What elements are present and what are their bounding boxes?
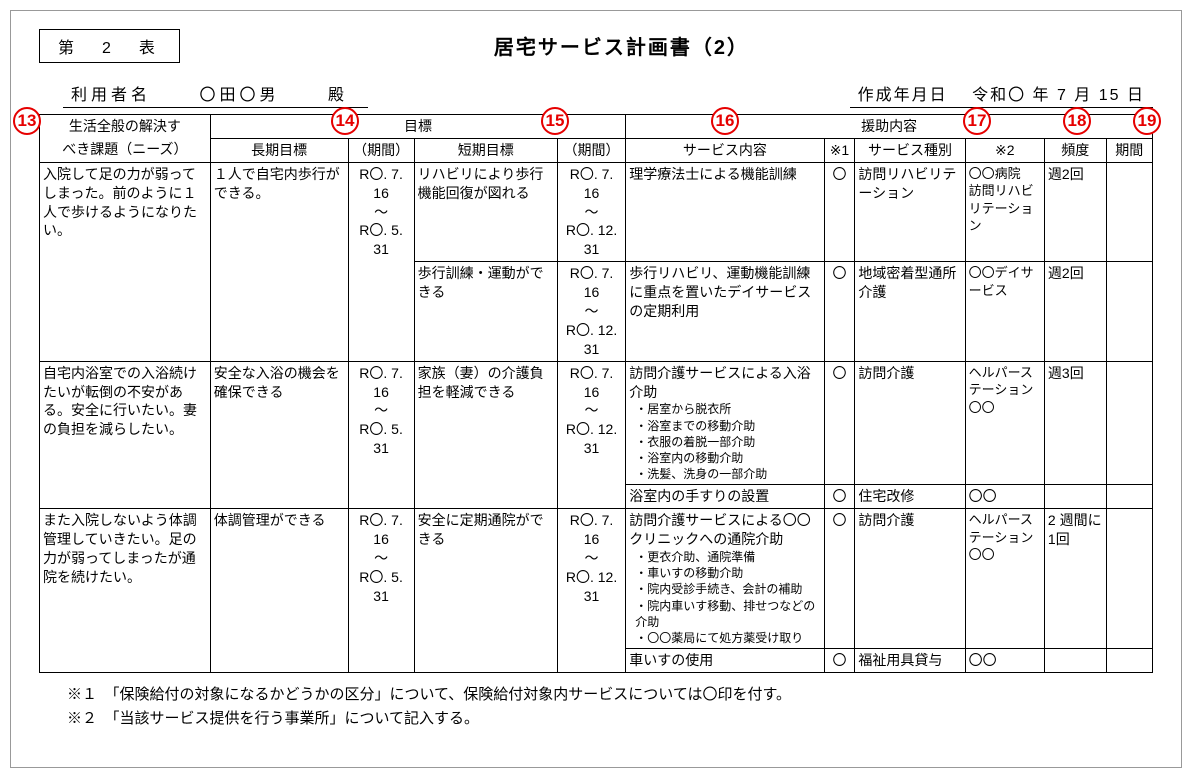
col-term: 期間 <box>1106 138 1152 162</box>
creation-date-line: 作成年月日 令和〇 年 7 月 15 日 <box>850 81 1153 108</box>
cell-m2: ヘルパーステーション〇〇 <box>965 509 1044 649</box>
cell-svc: 訪問介護サービスによる〇〇クリニックへの通院介助 更衣介助、通院準備車いすの移動… <box>626 509 824 649</box>
user-name-honorific: 殿 <box>328 87 348 104</box>
table-row: 入院して足の力が弱ってしまった。前のように１人で歩けるようになりたい。 １人で自… <box>40 162 1153 261</box>
cell-short-goal: 家族（妻）の介護負担を軽減できる <box>414 361 557 509</box>
annotation-18: 18 <box>1063 107 1091 135</box>
cell-kind: 福祉用具貸与 <box>855 649 965 673</box>
cell-term <box>1106 262 1152 361</box>
cell-m1: 〇 <box>824 262 855 361</box>
cell-short-goal: 歩行訓練・運動ができる <box>414 262 557 361</box>
user-name-value: 〇田〇男 <box>199 87 279 104</box>
col-short-goal: 短期目標 <box>414 138 557 162</box>
cell-freq: 週2回 <box>1044 262 1106 361</box>
cell-svc: 歩行リハビリ、運動機能訓練に重点を置いたデイサービスの定期利用 <box>626 262 824 361</box>
col-long-goal: 長期目標 <box>210 138 348 162</box>
cell-m2: 〇〇デイサービス <box>965 262 1044 361</box>
cell-kind: 訪問リハビリテーション <box>855 162 965 261</box>
svc-main: 訪問介護サービスによる入浴介助 <box>629 364 820 402</box>
table-row: 自宅内浴室での入浴続けたいが転倒の不安がある。安全に行いたい。妻の負担を減らした… <box>40 361 1153 485</box>
cell-long-goal: １人で自宅内歩行ができる。 <box>210 162 348 361</box>
cell-short-period: R〇. 7. 16 ～ R〇. 12. 31 <box>557 361 625 509</box>
cell-freq <box>1044 649 1106 673</box>
cell-svc: 浴室内の手すりの設置 <box>626 485 824 509</box>
cell-m2: 〇〇 <box>965 649 1044 673</box>
annotation-16: 16 <box>711 107 739 135</box>
cell-kind: 訪問介護 <box>855 361 965 485</box>
user-name-label: 利用者名 <box>71 87 151 104</box>
cell-short-period: R〇. 7. 16 ～ R〇. 12. 31 <box>557 262 625 361</box>
cell-short-period: R〇. 7. 16 ～ R〇. 12. 31 <box>557 162 625 261</box>
col-needs: 生活全般の解決す <box>40 115 211 139</box>
cell-term <box>1106 361 1152 485</box>
cell-long-period: R〇. 7. 16 ～ R〇. 5. 31 <box>348 509 414 673</box>
table-row: また入院しないよう体調管理していきたい。足の力が弱ってしまったが通院を続けたい。… <box>40 509 1153 649</box>
cell-m2: 〇〇病院 訪問リハビリテーション <box>965 162 1044 261</box>
cell-svc: 訪問介護サービスによる入浴介助 居室から脱衣所浴室までの移動介助衣服の着脱一部介… <box>626 361 824 485</box>
footnotes: ※１ 「保険給付の対象になるかどうかの区分」について、保険給付対象内サービスにつ… <box>39 683 1153 731</box>
cell-needs: 入院して足の力が弱ってしまった。前のように１人で歩けるようになりたい。 <box>40 162 211 361</box>
svc-bullets: 更衣介助、通院準備車いすの移動介助院内受診手続き、会計の補助院内車いす移動、排せ… <box>629 549 820 646</box>
annotation-15: 15 <box>541 107 569 135</box>
cell-short-goal: 安全に定期通院ができる <box>414 509 557 673</box>
col-svc-kind: サービス種別 <box>855 138 965 162</box>
cell-needs: 自宅内浴室での入浴続けたいが転倒の不安がある。安全に行いたい。妻の負担を減らした… <box>40 361 211 509</box>
user-name-line: 利用者名 〇田〇男 殿 <box>63 81 368 108</box>
cell-needs: また入院しないよう体調管理していきたい。足の力が弱ってしまったが通院を続けたい。 <box>40 509 211 673</box>
cell-long-period: R〇. 7. 16 ～ R〇. 5. 31 <box>348 162 414 361</box>
cell-m2: 〇〇 <box>965 485 1044 509</box>
cell-freq <box>1044 485 1106 509</box>
annotation-19: 19 <box>1133 107 1161 135</box>
cell-kind: 訪問介護 <box>855 509 965 649</box>
cell-freq: 2 週間に1回 <box>1044 509 1106 649</box>
care-plan-table: 生活全般の解決す 目標 援助内容 べき課題（ニーズ） 長期目標 （期間） 短期目… <box>39 114 1153 673</box>
svc-main: 訪問介護サービスによる〇〇クリニックへの通院介助 <box>629 511 820 549</box>
cell-long-period: R〇. 7. 16 ～ R〇. 5. 31 <box>348 361 414 509</box>
document-title: 居宅サービス計画書（2） <box>90 29 1153 60</box>
cell-freq: 週3回 <box>1044 361 1106 485</box>
cell-m1: 〇 <box>824 162 855 261</box>
cell-short-period: R〇. 7. 16 ～ R〇. 12. 31 <box>557 509 625 673</box>
col-short-period: （期間） <box>557 138 625 162</box>
cell-short-goal: リハビリにより歩行機能回復が図れる <box>414 162 557 261</box>
cell-term <box>1106 649 1152 673</box>
creation-date-label: 作成年月日 <box>858 87 948 104</box>
cell-m1: 〇 <box>824 509 855 649</box>
annotation-14: 14 <box>331 107 359 135</box>
cell-freq: 週2回 <box>1044 162 1106 261</box>
col-long-period: （期間） <box>348 138 414 162</box>
creation-date-value: 令和〇 年 7 月 15 日 <box>972 87 1145 104</box>
cell-term <box>1106 485 1152 509</box>
cell-long-goal: 体調管理ができる <box>210 509 348 673</box>
cell-m1: 〇 <box>824 649 855 673</box>
cell-term <box>1106 509 1152 649</box>
cell-term <box>1106 162 1152 261</box>
col-freq: 頻度 <box>1044 138 1106 162</box>
col-needs-2: べき課題（ニーズ） <box>40 138 211 162</box>
annotation-17: 17 <box>963 107 991 135</box>
col-m2: ※2 <box>965 138 1044 162</box>
col-m1: ※1 <box>824 138 855 162</box>
annotation-13: 13 <box>13 107 41 135</box>
cell-long-goal: 安全な入浴の機会を確保できる <box>210 361 348 509</box>
footnote-1: ※１ 「保険給付の対象になるかどうかの区分」について、保険給付対象内サービスにつ… <box>67 683 1153 707</box>
cell-svc: 理学療法士による機能訓練 <box>626 162 824 261</box>
footnote-2: ※２ 「当該サービス提供を行う事業所」について記入する。 <box>67 707 1153 731</box>
care-plan-sheet: 13 14 15 16 17 18 19 第 2 表 居宅サービス計画書（2） … <box>10 10 1182 768</box>
cell-m1: 〇 <box>824 485 855 509</box>
col-svc-content: サービス内容 <box>626 138 824 162</box>
svc-bullets: 居室から脱衣所浴室までの移動介助衣服の着脱一部介助浴室内の移動介助洗髪、洗身の一… <box>629 401 820 482</box>
cell-kind: 住宅改修 <box>855 485 965 509</box>
cell-m2: ヘルパーステーション〇〇 <box>965 361 1044 485</box>
cell-m1: 〇 <box>824 361 855 485</box>
cell-kind: 地域密着型通所介護 <box>855 262 965 361</box>
cell-svc: 車いすの使用 <box>626 649 824 673</box>
